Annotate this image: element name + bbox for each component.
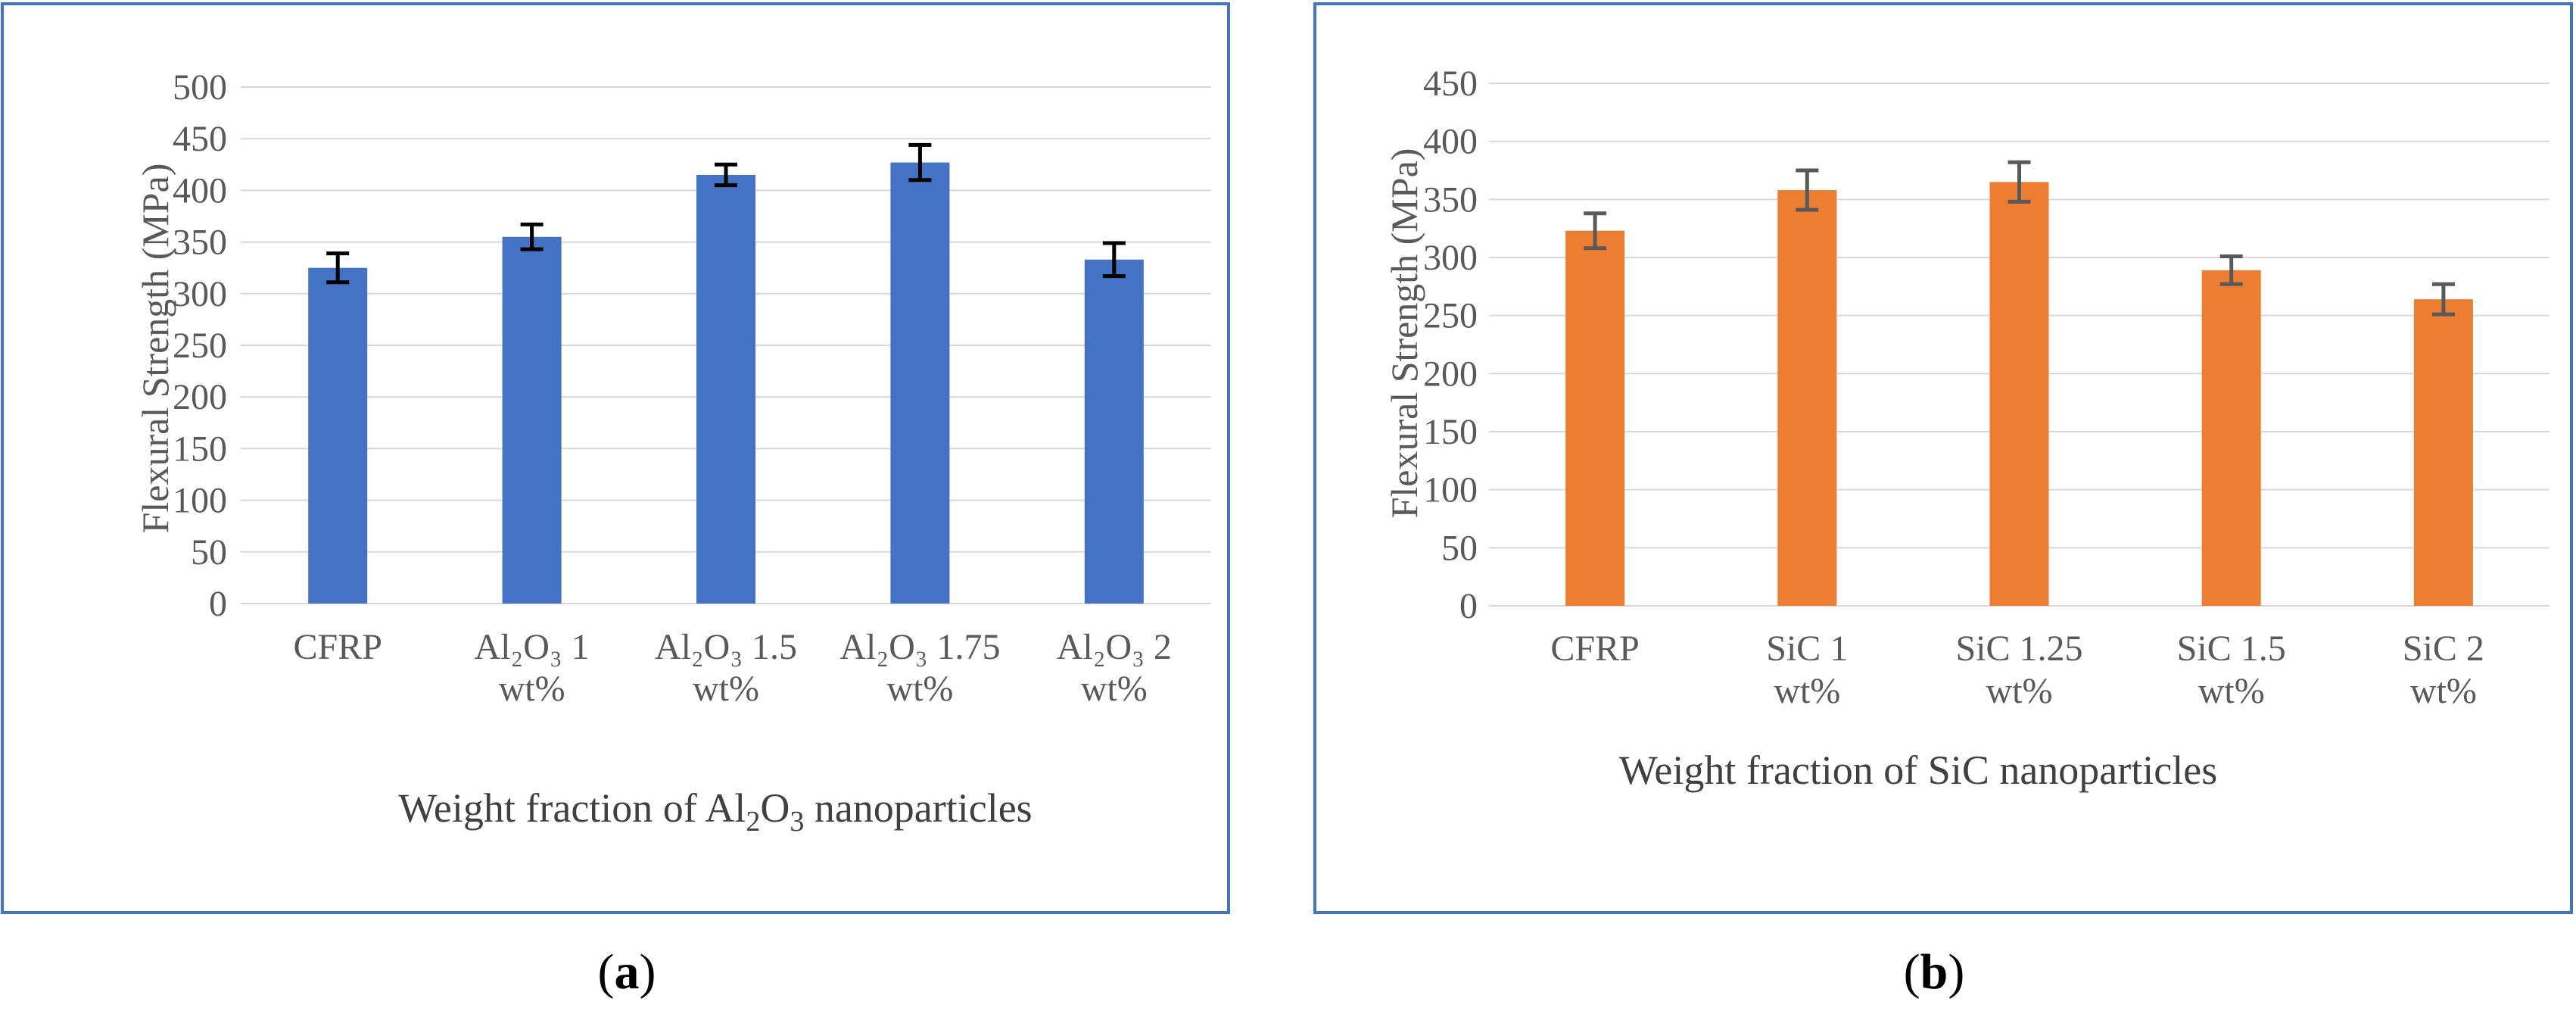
y-tick-b-300: 300 [1423,238,1478,278]
chart-panel-a: 0 50 100 150 200 250 300 350 400 450 500 CFRP Al₂O₃… [1,2,1230,914]
bar-b-4 [2413,299,2473,606]
x-axis-label-b: Weight fraction of SiC nanoparticles [1619,747,2217,793]
y-tick-b-100: 100 [1423,470,1478,510]
caption-b: (b) [1904,944,1965,1000]
x-category-a-4: Al₂O₃ 2 wt% [1057,627,1172,709]
bar-a-0 [308,267,368,604]
error-bar-b-0 [1584,211,1607,251]
y-tick-b-150: 150 [1423,412,1478,452]
x-category-b-1: SiC 1 wt% [1766,629,1848,711]
x-category-a-0-line-0: CFRP [293,627,382,667]
x-category-b-4-line-0: SiC 2 [2403,629,2484,669]
y-axis-label-a: Flexural Strength (MPa) [134,164,176,534]
y-tick-a-150: 150 [173,429,227,469]
x-category-b-4: SiC 2 wt% [2403,629,2484,711]
x-category-labels-b: CFRP SiC 1 wt%SiC 1.25 wt%SiC 1.5 wt%SiC 2 wt… [1550,629,2484,711]
bar-b-1 [1777,190,1837,607]
x-category-b-0: CFRP [1550,629,1639,669]
y-tick-a-350: 350 [173,223,227,263]
bar-b-2 [1989,182,2049,607]
y-tick-b-250: 250 [1423,296,1478,336]
x-axis-label-a-sub3: 3 [790,806,804,838]
y-tick-a-100: 100 [173,481,227,521]
caption-b-letter: b [1920,944,1948,1000]
x-category-a-2-line-0: Al₂O₃ 1.5 [655,627,797,667]
chart-frame-b [1313,2,2573,914]
bar-a-4 [1084,259,1144,604]
error-bar-b-2 [2008,160,2031,204]
y-tick-a-0: 0 [209,584,227,624]
x-category-a-1-line-0: Al₂O₃ 1 [475,627,590,667]
x-category-a-2: Al₂O₃ 1.5 wt% [655,627,797,709]
x-category-b-2-line-0: SiC 1.25 [1955,629,2082,669]
x-category-a-2-line-1: wt% [693,669,759,709]
bars-a [308,162,1144,604]
bar-b-3 [2201,270,2261,606]
x-category-b-3: SiC 1.5 wt% [2177,629,2286,711]
y-tick-a-50: 50 [191,532,227,573]
x-category-a-3: Al₂O₃ 1.75 wt% [839,627,1000,709]
y-tick-a-300: 300 [173,274,227,314]
bar-a-3 [890,162,950,604]
y-tick-labels-a: 0 50 100 150 200 250 300 350 400 450 500 [173,67,227,624]
bar-a-2 [696,174,755,604]
error-bar-a-2 [715,162,737,188]
x-category-b-0-line-0: CFRP [1550,629,1639,669]
error-bars-a [326,142,1126,285]
error-bar-b-4 [2431,282,2455,317]
y-tick-b-200: 200 [1423,354,1478,394]
y-tick-a-500: 500 [173,67,227,108]
x-category-b-3-line-1: wt% [2198,671,2265,711]
x-category-b-3-line-0: SiC 1.5 [2177,629,2286,669]
x-category-a-3-line-1: wt% [886,669,953,709]
y-tick-a-200: 200 [173,377,227,417]
caption-a-letter: a [615,944,640,1000]
error-bar-a-1 [520,222,544,251]
error-bars-b [1584,160,2455,317]
x-category-a-1: Al₂O₃ 1 wt% [475,627,590,709]
y-tick-b-400: 400 [1423,122,1478,162]
x-category-b-2-line-1: wt% [1986,671,2053,711]
y-tick-a-250: 250 [173,326,227,366]
error-bar-b-3 [2219,254,2243,286]
x-category-b-1-line-0: SiC 1 [1766,629,1848,669]
x-axis-label-a-O: O [760,785,790,831]
x-axis-label-a-sub2: 2 [746,806,760,838]
x-category-a-4-line-1: wt% [1081,669,1148,709]
x-category-labels-a: CFRP Al₂O₃ 1 wt%Al₂O₃ 1.5 wt%Al₂O₃ 1.75 wt%A… [293,627,1171,709]
error-bar-a-3 [908,142,932,183]
x-axis-label-a-prefix: Weight fraction of Al [398,785,746,831]
y-tick-a-400: 400 [173,170,227,211]
y-tick-b-0: 0 [1459,586,1478,626]
x-category-a-1-line-1: wt% [499,669,565,709]
y-tick-a-450: 450 [173,119,227,159]
y-axis-label-b: Flexural Strength (MPa) [1383,148,1425,519]
x-category-b-1-line-1: wt% [1774,671,1840,711]
x-category-a-0: CFRP [293,627,382,667]
bar-b-0 [1565,230,1625,606]
x-axis-label-a: Weight fraction of Al2O3 nanoparticles [398,785,1032,838]
y-tick-b-450: 450 [1423,64,1478,104]
y-tick-b-350: 350 [1423,179,1478,220]
error-bar-a-0 [326,251,350,285]
x-category-a-4-line-0: Al₂O₃ 2 [1057,627,1172,667]
error-bar-a-4 [1102,241,1126,279]
caption-a: (a) [598,944,656,1000]
error-bar-b-1 [1796,168,1819,212]
bar-a-1 [502,236,562,604]
y-tick-labels-b: 0 50 100 150 200 250 300 350 400 450 [1423,64,1478,626]
x-axis-label-a-suffix: nanoparticles [804,785,1032,831]
bars-b [1565,182,2473,607]
chart-frame-a [1,2,1230,914]
y-tick-b-50: 50 [1441,528,1478,568]
x-category-a-3-line-0: Al₂O₃ 1.75 [839,627,1000,667]
x-category-b-2: SiC 1.25 wt% [1955,629,2082,711]
x-category-b-4-line-1: wt% [2410,671,2477,711]
